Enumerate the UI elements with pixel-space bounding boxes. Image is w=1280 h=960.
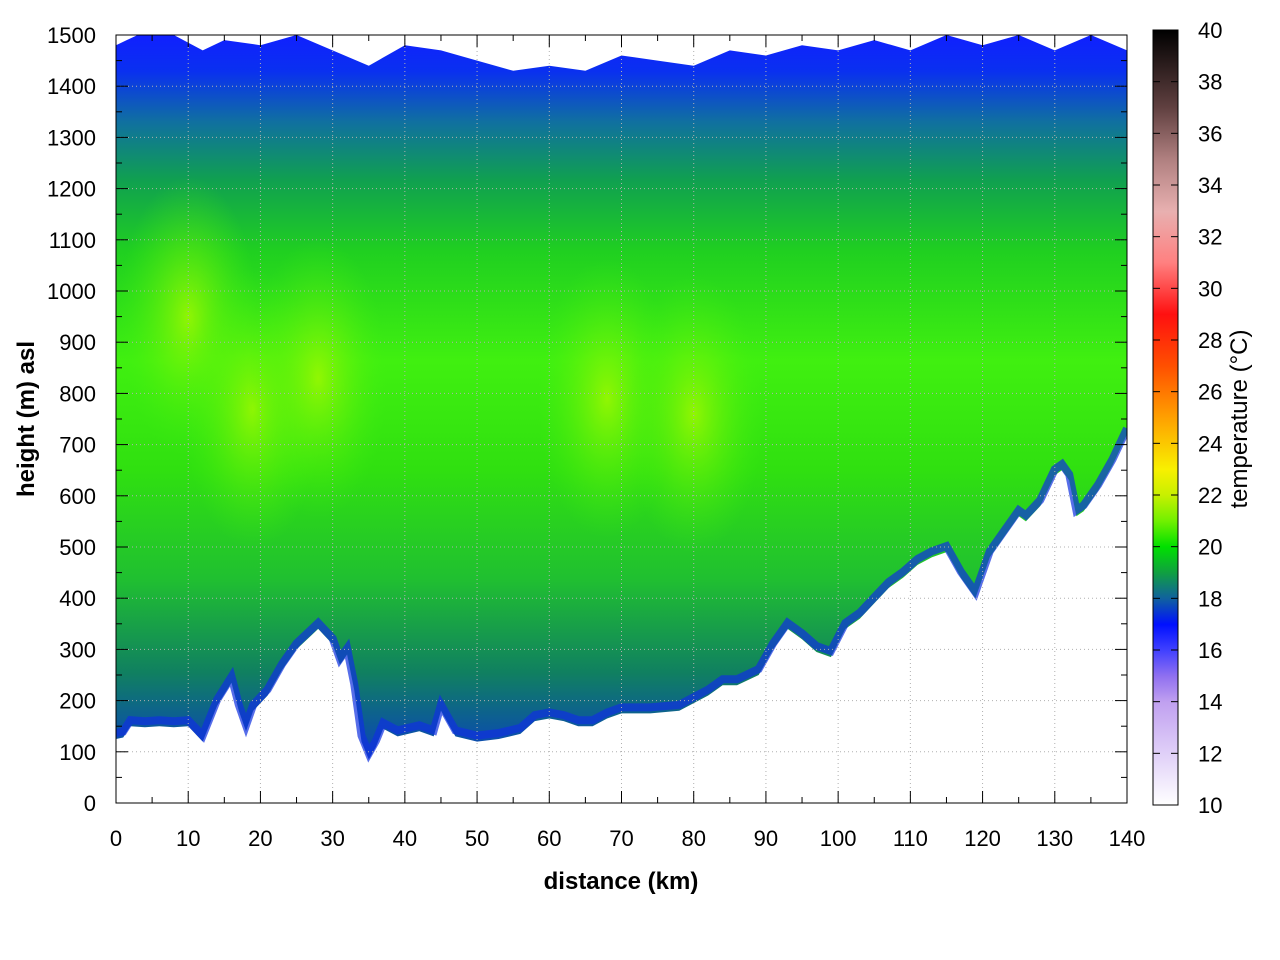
colorbar-tick-label: 40	[1198, 18, 1222, 43]
x-tick-label: 120	[964, 826, 1001, 851]
y-tick-label: 600	[59, 484, 96, 509]
colorbar-tick-label: 28	[1198, 328, 1222, 353]
y-tick-label: 800	[59, 381, 96, 406]
y-tick-label: 900	[59, 330, 96, 355]
x-axis-title: distance (km)	[544, 868, 699, 895]
y-tick-label: 200	[59, 689, 96, 714]
y-tick-label: 400	[59, 586, 96, 611]
colorbar-tick-label: 36	[1198, 121, 1222, 146]
x-tick-label: 0	[110, 826, 122, 851]
x-tick-label: 20	[248, 826, 272, 851]
y-tick-label: 1200	[47, 177, 96, 202]
x-tick-label: 110	[893, 826, 928, 851]
near-surface-cold-layer	[116, 426, 1127, 763]
warm-core	[248, 238, 389, 519]
colorbar-tick-label: 30	[1198, 276, 1222, 301]
warm-core	[623, 273, 764, 554]
x-tick-label: 80	[681, 826, 705, 851]
colorbar-ticks: 10 12 14 16 18 20 22 24 26 28 30 32 34 36 38 40	[1153, 18, 1222, 818]
x-tick-label: 140	[1109, 826, 1146, 851]
y-axis: 0 100 200 300 400 500 600 700 800 900 1000 1100 1200…	[47, 23, 1127, 816]
colorbar-tick-label: 22	[1198, 483, 1222, 508]
y-tick-label: 500	[59, 535, 96, 560]
x-tick-label: 60	[537, 826, 561, 851]
x-tick-label: 40	[393, 826, 417, 851]
colorbar-tick-label: 18	[1198, 586, 1222, 611]
x-tick-label: 130	[1036, 826, 1073, 851]
colorbar-tick-label: 16	[1198, 638, 1222, 663]
colorbar-tick-label: 14	[1198, 690, 1222, 715]
x-tick-label: 30	[320, 826, 344, 851]
colorbar-tick-label: 10	[1198, 793, 1222, 818]
y-tick-label: 100	[59, 740, 96, 765]
colorbar-tick-label: 26	[1198, 380, 1222, 405]
colorbar-tick-label: 38	[1198, 70, 1222, 95]
y-tick-label: 1500	[47, 23, 96, 48]
colorbar-tick-label: 34	[1198, 173, 1222, 198]
y-tick-label: 300	[59, 637, 96, 662]
y-tick-label: 0	[84, 791, 96, 816]
colorbar	[1152, 29, 1179, 806]
colorbar-tick-label: 32	[1198, 225, 1222, 250]
x-tick-label: 50	[465, 826, 489, 851]
x-axis: 0 10 20 30 40 50 60 70 80 90 100 110 120 130 140	[110, 35, 1145, 851]
y-tick-label: 1400	[47, 74, 96, 99]
temperature-field	[116, 35, 1127, 763]
x-tick-label: 100	[820, 826, 857, 851]
colorbar-title: temperature (°C)	[1226, 330, 1253, 509]
y-tick-label: 1300	[47, 125, 96, 150]
y-tick-label: 1100	[49, 228, 96, 253]
x-tick-label: 70	[609, 826, 633, 851]
colorbar-tick-label: 12	[1198, 741, 1222, 766]
y-axis-title: height (m) asl	[13, 341, 40, 497]
plot-area	[116, 35, 1127, 763]
colorbar-tick-label: 20	[1198, 535, 1222, 560]
colorbar-tick-label: 24	[1198, 431, 1222, 456]
y-tick-label: 700	[59, 433, 96, 458]
y-tick-label: 1000	[47, 279, 96, 304]
x-tick-label: 90	[754, 826, 778, 851]
grid-lines	[116, 35, 1127, 803]
x-tick-label: 10	[176, 826, 200, 851]
